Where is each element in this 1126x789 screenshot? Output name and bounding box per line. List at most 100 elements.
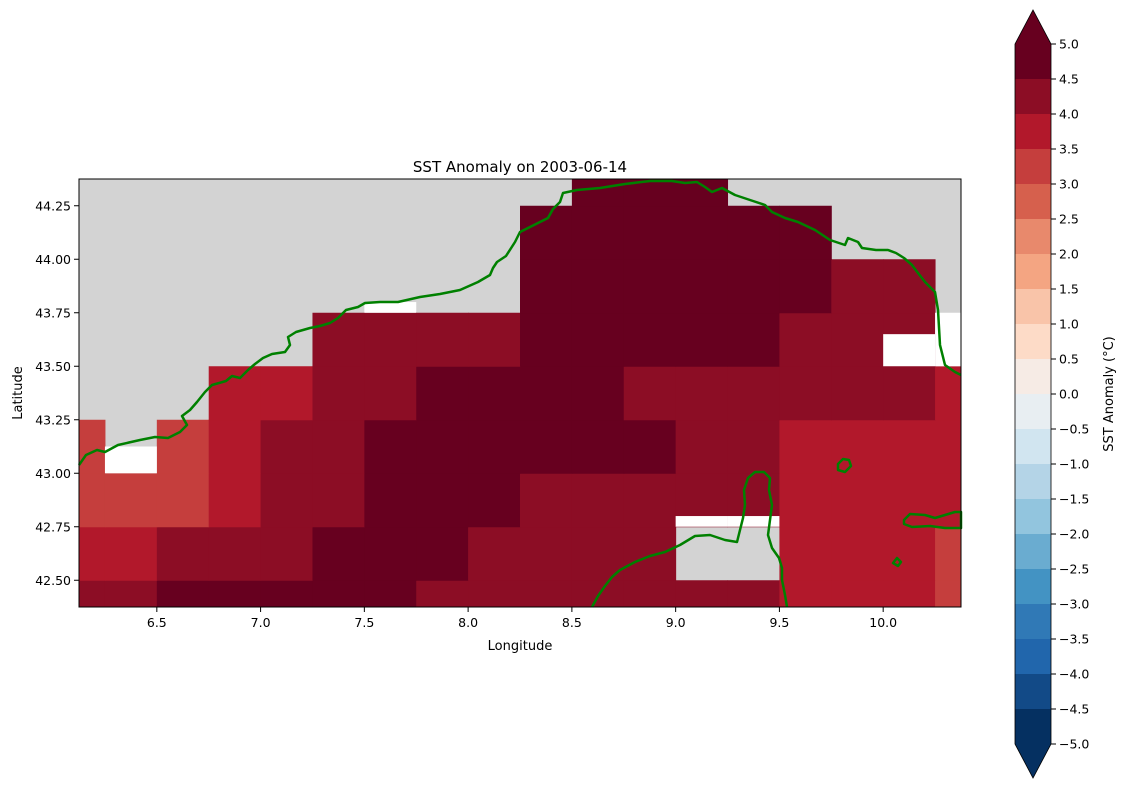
anomaly-cell: [727, 205, 780, 260]
anomaly-cell: [779, 312, 832, 367]
x-axis-label: Longitude: [488, 639, 553, 654]
anomaly-cell: [364, 473, 417, 528]
x-tick-label: 8.0: [458, 615, 478, 630]
anomaly-cell: [468, 312, 521, 367]
anomaly-cell: [571, 179, 625, 207]
anomaly-cell: [416, 312, 469, 367]
coastline-islet: [891, 556, 903, 568]
anomaly-cell: [779, 366, 832, 421]
colorbar-segment: [1015, 219, 1051, 255]
anomaly-cell: [571, 526, 625, 581]
colorbar-segment: [1015, 499, 1051, 535]
colorbar-segment: [1015, 114, 1051, 150]
anomaly-cell: [883, 366, 936, 421]
anomaly-cell: [935, 526, 961, 581]
anomaly-cell: [727, 259, 780, 314]
anomaly-cell: [623, 580, 677, 607]
y-tick-label: 43.75: [35, 305, 71, 320]
anomaly-cell: [831, 419, 884, 474]
anomaly-cell: [520, 580, 573, 607]
colorbar-tick-label: −4.5: [1059, 702, 1089, 717]
anomaly-cell: [883, 419, 936, 474]
colorbar-over-arrow: [1015, 10, 1051, 44]
anomaly-cell: [79, 419, 106, 474]
anomaly-cell: [831, 473, 884, 528]
anomaly-cell: [156, 526, 210, 581]
anomaly-cell: [468, 366, 521, 421]
colorbar-segment: [1015, 324, 1051, 360]
anomaly-cell: [260, 473, 313, 528]
anomaly-cell: [468, 526, 521, 581]
anomaly-cell: [831, 259, 884, 314]
anomaly-cell: [675, 259, 729, 314]
anomaly-cell: [104, 473, 158, 528]
anomaly-cell: [468, 419, 521, 474]
colorbar-tick-label: 2.5: [1059, 212, 1079, 227]
coastline-corsica: [590, 470, 789, 608]
anomaly-cell: [831, 526, 884, 581]
anomaly-cell: [779, 473, 832, 528]
colorbar-tick-label: −5.0: [1059, 737, 1089, 752]
x-tick-label: 10.0: [869, 615, 897, 630]
colorbar-segment: [1015, 149, 1051, 185]
anomaly-cell: [831, 580, 884, 607]
anomaly-cell: [79, 580, 106, 607]
colorbar-tick-label: −2.0: [1059, 527, 1089, 542]
anomaly-cell: [883, 473, 936, 528]
anomaly-cell: [312, 526, 365, 581]
colorbar-segment: [1015, 639, 1051, 675]
anomaly-cell: [571, 419, 625, 474]
colorbar-segment: [1015, 534, 1051, 570]
coastline: [77, 179, 963, 608]
colorbar-segment: [1015, 394, 1051, 430]
anomaly-cell: [364, 526, 417, 581]
y-tick-label: 43.00: [35, 466, 71, 481]
anomaly-cell: [520, 259, 573, 314]
anomaly-cell: [779, 580, 832, 607]
anomaly-cell: [935, 473, 961, 528]
anomaly-cell: [416, 526, 469, 581]
anomaly-cell: [520, 419, 573, 474]
x-tick-label: 9.0: [666, 615, 686, 630]
anomaly-cell: [831, 312, 884, 367]
coastline-mainland: [77, 179, 962, 466]
anomaly-cell: [312, 580, 365, 607]
anomaly-cell: [364, 312, 417, 367]
colorbar-segment: [1015, 429, 1051, 465]
anomaly-cell: [79, 526, 106, 581]
anomaly-cell: [468, 473, 521, 528]
colorbar-tick-label: −0.5: [1059, 422, 1089, 437]
anomaly-cell: [623, 473, 677, 528]
anomaly-cell: [883, 526, 936, 581]
anomaly-cell: [260, 580, 313, 607]
x-tick-label: 9.5: [769, 615, 789, 630]
anomaly-cell: [779, 259, 832, 314]
no-data-cell: [364, 302, 417, 313]
colorbar-segment: [1015, 184, 1051, 220]
colorbar-under-arrow: [1015, 744, 1051, 778]
colorbar-tick-label: 2.0: [1059, 247, 1079, 262]
anomaly-cell: [623, 259, 677, 314]
colorbar-ticks: 5.0 4.5 4.0 3.5 3.0 2.5 2.0 1.5 1.0 0.5 0.0 −0.5 −1.…: [1051, 37, 1089, 752]
anomaly-cell: [623, 366, 677, 421]
anomaly-cell: [571, 312, 625, 367]
colorbar-segment: [1015, 709, 1051, 745]
anomaly-cell: [571, 259, 625, 314]
anomaly-cell: [208, 526, 262, 581]
anomaly-cell: [520, 473, 573, 528]
anomaly-cell: [260, 366, 313, 421]
anomaly-cell: [208, 473, 262, 528]
anomaly-cell: [312, 366, 365, 421]
anomaly-cell: [364, 419, 417, 474]
no-data-cell: [675, 516, 728, 527]
colorbar-label: SST Anomaly (°C): [1102, 336, 1117, 451]
anomaly-cell: [312, 419, 365, 474]
colorbar-segment: [1015, 79, 1051, 115]
no-data-cell: [883, 334, 936, 367]
anomaly-cell: [208, 419, 262, 474]
y-tick-label: 42.75: [35, 519, 71, 534]
colorbar-tick-label: 4.0: [1059, 107, 1079, 122]
anomaly-cell: [727, 366, 780, 421]
colorbar-segment: [1015, 569, 1051, 605]
anomaly-cell: [779, 526, 832, 581]
